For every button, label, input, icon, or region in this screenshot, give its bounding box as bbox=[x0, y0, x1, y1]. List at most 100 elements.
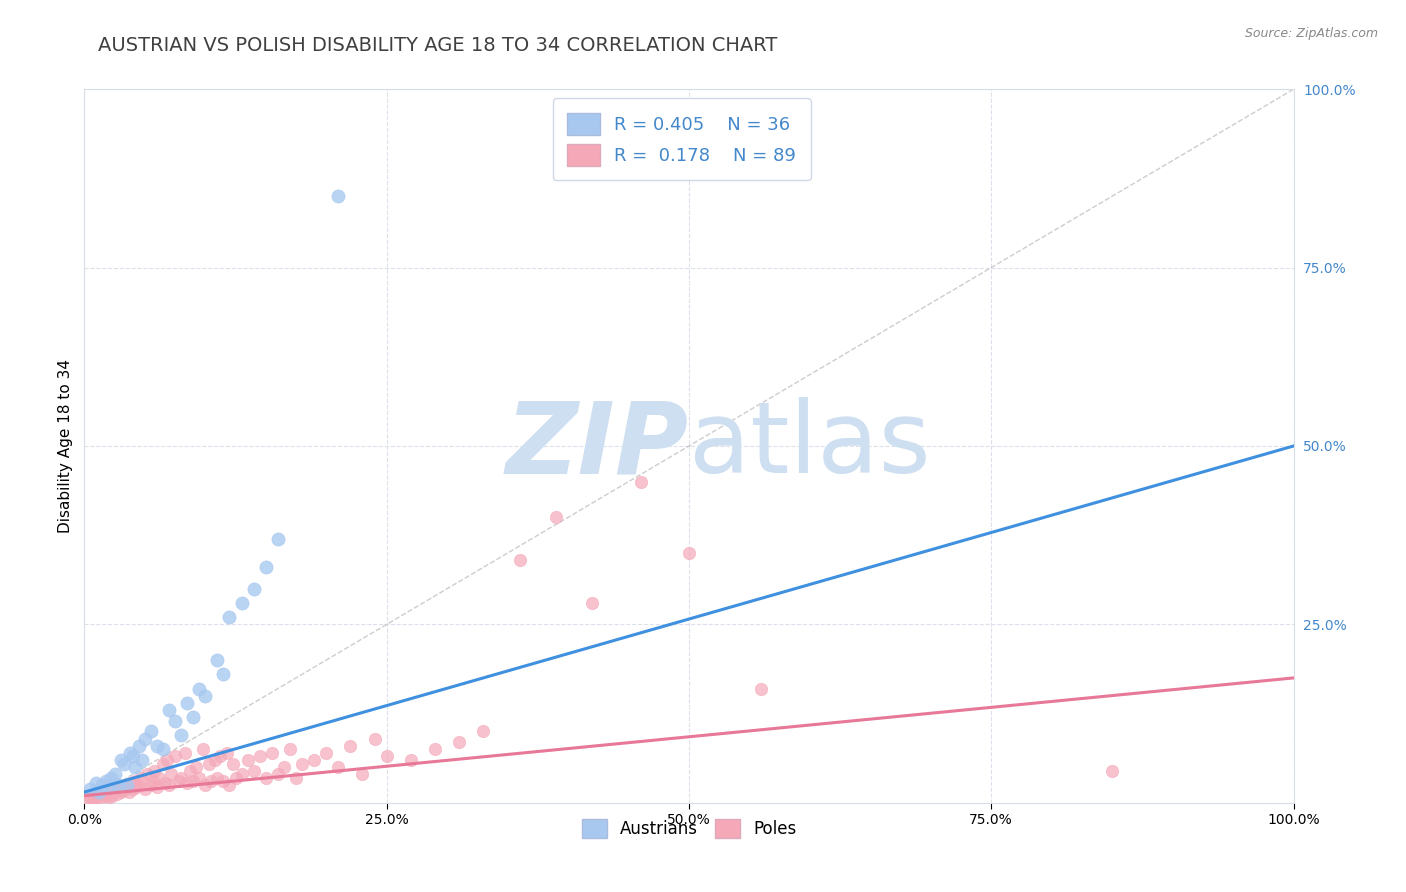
Text: AUSTRIAN VS POLISH DISABILITY AGE 18 TO 34 CORRELATION CHART: AUSTRIAN VS POLISH DISABILITY AGE 18 TO … bbox=[98, 36, 778, 54]
Point bbox=[236, 753, 259, 767]
Point bbox=[291, 756, 314, 771]
Point bbox=[204, 753, 226, 767]
Point bbox=[143, 764, 166, 778]
Point bbox=[101, 789, 124, 803]
Point bbox=[79, 781, 101, 796]
Point bbox=[146, 780, 169, 794]
Point bbox=[136, 767, 159, 781]
Point bbox=[100, 771, 122, 785]
Point bbox=[751, 681, 773, 696]
Point bbox=[218, 778, 240, 792]
Point bbox=[120, 746, 142, 760]
Point bbox=[170, 728, 193, 742]
Point bbox=[155, 776, 177, 790]
Point bbox=[173, 746, 195, 760]
Point bbox=[120, 776, 142, 790]
Point bbox=[110, 753, 132, 767]
Point bbox=[267, 532, 290, 546]
Point bbox=[87, 787, 110, 801]
Point bbox=[399, 753, 422, 767]
Point bbox=[352, 767, 374, 781]
Point bbox=[191, 742, 214, 756]
Point bbox=[91, 785, 114, 799]
Point bbox=[121, 781, 143, 796]
Point bbox=[242, 582, 264, 596]
Point bbox=[1101, 764, 1123, 778]
Point bbox=[215, 746, 238, 760]
Point bbox=[170, 771, 193, 785]
Point bbox=[152, 742, 174, 756]
Y-axis label: Disability Age 18 to 34: Disability Age 18 to 34 bbox=[58, 359, 73, 533]
Point bbox=[181, 710, 204, 724]
Point bbox=[125, 780, 148, 794]
Point bbox=[112, 780, 135, 794]
Point bbox=[176, 776, 198, 790]
Point bbox=[157, 703, 180, 717]
Point bbox=[212, 667, 235, 681]
Point bbox=[302, 753, 325, 767]
Point bbox=[134, 731, 156, 746]
Point bbox=[225, 771, 247, 785]
Point bbox=[198, 756, 221, 771]
Point bbox=[449, 735, 471, 749]
Point bbox=[278, 742, 301, 756]
Point bbox=[222, 756, 245, 771]
Point bbox=[184, 760, 207, 774]
Point bbox=[91, 778, 114, 792]
Point bbox=[630, 475, 652, 489]
Point bbox=[678, 546, 700, 560]
Point bbox=[284, 771, 308, 785]
Point bbox=[581, 596, 603, 610]
Point bbox=[100, 785, 122, 799]
Point bbox=[110, 785, 132, 799]
Point bbox=[129, 771, 152, 785]
Point bbox=[208, 749, 231, 764]
Point bbox=[207, 771, 229, 785]
Point bbox=[104, 767, 127, 781]
Point bbox=[260, 746, 283, 760]
Point bbox=[200, 774, 222, 789]
Point bbox=[86, 776, 108, 790]
Point bbox=[176, 696, 198, 710]
Point bbox=[188, 771, 211, 785]
Point bbox=[128, 778, 150, 792]
Point bbox=[148, 771, 170, 785]
Text: atlas: atlas bbox=[689, 398, 931, 494]
Point bbox=[267, 767, 290, 781]
Point bbox=[207, 653, 229, 667]
Point bbox=[472, 724, 495, 739]
Point bbox=[128, 739, 150, 753]
Point bbox=[94, 789, 117, 803]
Point bbox=[107, 778, 129, 792]
Point bbox=[315, 746, 337, 760]
Point bbox=[139, 778, 162, 792]
Point bbox=[152, 756, 174, 771]
Text: Source: ZipAtlas.com: Source: ZipAtlas.com bbox=[1244, 27, 1378, 40]
Point bbox=[231, 596, 253, 610]
Point bbox=[118, 785, 141, 799]
Point bbox=[115, 778, 138, 792]
Point bbox=[339, 739, 361, 753]
Point bbox=[249, 749, 271, 764]
Point bbox=[363, 731, 385, 746]
Point bbox=[142, 774, 165, 789]
Point bbox=[82, 791, 104, 805]
Point bbox=[165, 714, 187, 728]
Point bbox=[242, 764, 264, 778]
Point bbox=[104, 783, 127, 797]
Point bbox=[194, 778, 217, 792]
Point bbox=[273, 760, 295, 774]
Point bbox=[105, 787, 128, 801]
Point bbox=[181, 774, 204, 789]
Point bbox=[86, 790, 108, 805]
Point bbox=[115, 778, 138, 792]
Point bbox=[423, 742, 446, 756]
Point bbox=[375, 749, 398, 764]
Point bbox=[155, 753, 177, 767]
Point bbox=[89, 790, 111, 805]
Point bbox=[218, 610, 240, 624]
Text: ZIP: ZIP bbox=[506, 398, 689, 494]
Point bbox=[212, 774, 235, 789]
Point bbox=[544, 510, 567, 524]
Point bbox=[167, 774, 190, 789]
